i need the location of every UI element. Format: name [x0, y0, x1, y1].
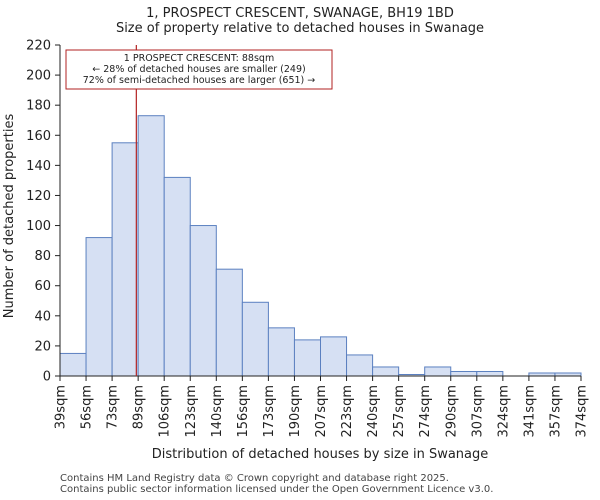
x-tick-label: 123sqm — [184, 385, 199, 438]
x-axis-ticks: 39sqm 56sqm 73sqm 89sqm 106sqm 123sqm 140sqm 15… — [54, 376, 590, 438]
bar-123sqm — [189, 225, 217, 377]
y-tick-label: 180 — [26, 99, 51, 114]
y-tick-label: 20 — [34, 339, 51, 354]
x-tick-label: 290sqm — [444, 385, 459, 438]
y-tick-label: 120 — [26, 189, 51, 204]
y-tick-label: 80 — [34, 249, 51, 264]
x-axis-label: Distribution of detached houses by size … — [152, 447, 489, 462]
bar-190sqm — [293, 339, 322, 377]
y-tick-label: 40 — [34, 309, 51, 324]
bar-223sqm — [346, 354, 374, 377]
x-tick-label: 140sqm — [210, 385, 225, 438]
bar-39sqm — [59, 352, 87, 377]
bar-207sqm — [320, 336, 348, 377]
x-tick-label: 106sqm — [158, 385, 173, 438]
x-tick-label: 307sqm — [470, 385, 485, 438]
bar-140sqm — [215, 268, 243, 377]
y-axis-ticks: 0 20 40 60 80 100 120 140 160 180 200 220 — [26, 39, 60, 385]
footer-line-1: Contains HM Land Registry data © Crown c… — [60, 473, 449, 484]
x-tick-label: 357sqm — [549, 385, 564, 438]
x-tick-label: 207sqm — [314, 385, 329, 438]
y-tick-label: 220 — [26, 39, 51, 54]
x-tick-label: 274sqm — [418, 385, 433, 438]
bar-56sqm — [85, 237, 113, 377]
bar-73sqm — [111, 142, 139, 377]
annotation-line-3: 72% of semi-detached houses are larger (… — [83, 75, 316, 86]
y-tick-label: 60 — [34, 279, 51, 294]
annotation-box: 1 PROSPECT CRESCENT: 88sqm ← 28% of deta… — [65, 49, 333, 90]
x-tick-label: 173sqm — [262, 385, 277, 438]
annotation-line-2: ← 28% of detached houses are smaller (24… — [92, 64, 305, 75]
footer-line-2: Contains public sector information licen… — [60, 484, 494, 495]
bar-106sqm — [163, 176, 191, 377]
y-tick-label: 100 — [26, 219, 51, 234]
x-tick-label: 89sqm — [132, 385, 147, 429]
y-tick-label: 200 — [26, 69, 51, 84]
x-tick-label: 257sqm — [392, 385, 407, 438]
chart-title: 1, PROSPECT CRESCENT, SWANAGE, BH19 1BD — [146, 6, 454, 21]
bar-274sqm — [424, 366, 452, 377]
bar-173sqm — [267, 327, 295, 377]
bar-307sqm — [476, 370, 504, 377]
annotation-border — [65, 49, 333, 90]
bar-89sqm — [137, 115, 165, 377]
x-tick-label: 56sqm — [80, 385, 95, 429]
x-tick-label: 156sqm — [236, 385, 251, 438]
bar-156sqm — [241, 301, 269, 377]
x-tick-label: 73sqm — [106, 385, 121, 429]
x-tick-label: 223sqm — [340, 385, 355, 438]
annotation-line-1: 1 PROSPECT CRESCENT: 88sqm — [124, 53, 274, 64]
x-tick-label: 190sqm — [288, 385, 303, 438]
y-axis-label: Number of detached properties — [2, 114, 17, 319]
chart-subtitle: Size of property relative to detached ho… — [116, 21, 484, 36]
bar-240sqm — [372, 366, 400, 377]
bar-290sqm — [450, 370, 478, 377]
x-tick-label: 324sqm — [496, 385, 511, 438]
bars-group — [59, 115, 582, 377]
y-tick-label: 140 — [26, 159, 51, 174]
x-tick-label: 240sqm — [366, 385, 381, 438]
x-tick-label: 341sqm — [522, 385, 537, 438]
x-tick-label: 374sqm — [575, 385, 590, 438]
y-tick-label: 0 — [43, 370, 51, 385]
x-tick-label: 39sqm — [54, 385, 69, 429]
y-tick-label: 160 — [26, 129, 51, 144]
